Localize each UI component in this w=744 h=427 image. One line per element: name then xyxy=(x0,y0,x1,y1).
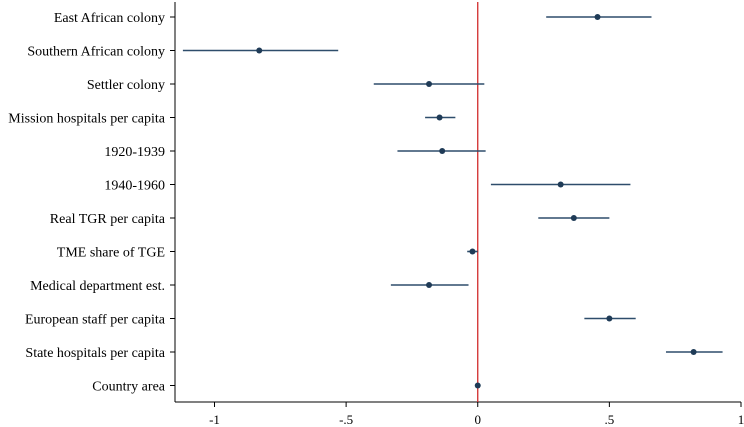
point-estimate xyxy=(256,47,263,54)
x-tick-label: -1 xyxy=(209,412,220,427)
point-estimate xyxy=(436,114,443,121)
y-tick-label: State hospitals per capita xyxy=(25,346,165,361)
x-tick-label: 0 xyxy=(474,412,481,427)
y-tick-label: European staff per capita xyxy=(25,313,166,328)
point-estimate xyxy=(426,282,433,288)
x-tick-label: 1 xyxy=(738,412,744,427)
point-estimate xyxy=(474,382,481,389)
point-estimate xyxy=(606,315,613,322)
y-tick-label: TME share of TGE xyxy=(57,246,165,261)
point-estimate xyxy=(426,81,433,87)
y-tick-label: Country area xyxy=(92,380,165,395)
y-tick-label: East African colony xyxy=(54,11,165,26)
y-tick-label: Southern African colony xyxy=(27,45,165,60)
y-tick-label: 1920-1939 xyxy=(104,145,165,160)
point-estimate xyxy=(594,14,601,20)
y-tick-label: Settler colony xyxy=(87,78,165,93)
y-tick-label: Medical department est. xyxy=(30,279,165,294)
x-tick-label: -.5 xyxy=(339,412,353,427)
point-estimate xyxy=(469,248,476,255)
point-estimate xyxy=(439,148,446,154)
y-tick-label: Mission hospitals per capita xyxy=(8,112,165,127)
point-estimate xyxy=(690,349,697,355)
y-tick-label: Real TGR per capita xyxy=(50,212,166,227)
point-estimate xyxy=(570,215,577,221)
y-tick-label: 1940-1960 xyxy=(104,179,165,194)
x-tick-label: .5 xyxy=(604,412,614,427)
point-estimate xyxy=(557,181,564,188)
